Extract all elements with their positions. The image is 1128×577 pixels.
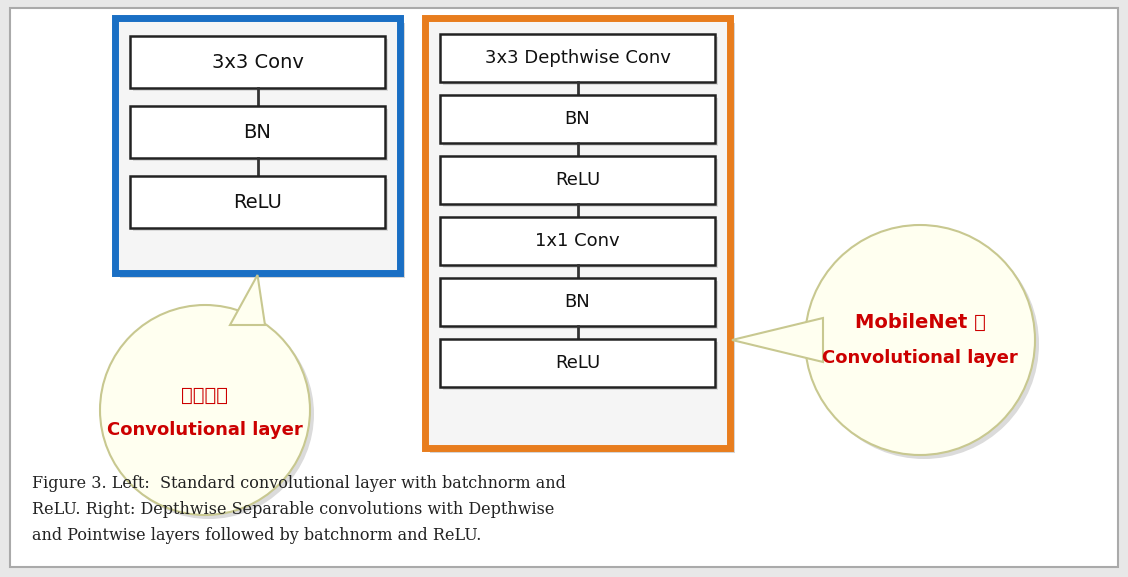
Text: ReLU: ReLU	[555, 171, 600, 189]
Text: Convolutional layer: Convolutional layer	[107, 421, 303, 439]
Circle shape	[100, 305, 310, 515]
Bar	[430, 23, 735, 453]
Bar	[440, 156, 715, 204]
Circle shape	[104, 309, 314, 519]
Bar	[440, 339, 715, 387]
Bar	[443, 281, 719, 329]
Bar	[443, 159, 719, 207]
Circle shape	[805, 225, 1036, 455]
Bar	[425, 18, 730, 448]
Text: BN: BN	[565, 110, 590, 128]
Bar	[120, 23, 405, 278]
Bar	[133, 109, 388, 161]
Text: 3x3 Depthwise Conv: 3x3 Depthwise Conv	[485, 49, 670, 67]
Text: ReLU: ReLU	[233, 193, 282, 212]
Bar	[115, 18, 400, 273]
Bar	[133, 179, 388, 231]
Text: Convolutional layer: Convolutional layer	[822, 349, 1017, 367]
Text: 1x1 Conv: 1x1 Conv	[535, 232, 619, 250]
Bar	[130, 106, 385, 158]
Text: ReLU: ReLU	[555, 354, 600, 372]
Bar	[130, 36, 385, 88]
Text: MobileNet の: MobileNet の	[855, 313, 986, 332]
Polygon shape	[230, 275, 265, 325]
Bar	[440, 95, 715, 143]
Bar	[443, 220, 719, 268]
Bar	[130, 176, 385, 228]
Bar	[443, 37, 719, 85]
Bar	[133, 39, 388, 91]
Bar	[440, 34, 715, 82]
Text: Figure 3. Left:  Standard convolutional layer with batchnorm and
ReLU. Right: De: Figure 3. Left: Standard convolutional l…	[32, 475, 566, 544]
Text: 3x3 Conv: 3x3 Conv	[212, 53, 303, 72]
Bar	[443, 98, 719, 146]
Bar	[443, 342, 719, 390]
Text: BN: BN	[244, 122, 272, 141]
Text: 一般的な: 一般的な	[182, 385, 229, 404]
Circle shape	[809, 229, 1039, 459]
Bar	[440, 217, 715, 265]
Bar	[440, 278, 715, 326]
Polygon shape	[732, 318, 823, 362]
Text: BN: BN	[565, 293, 590, 311]
